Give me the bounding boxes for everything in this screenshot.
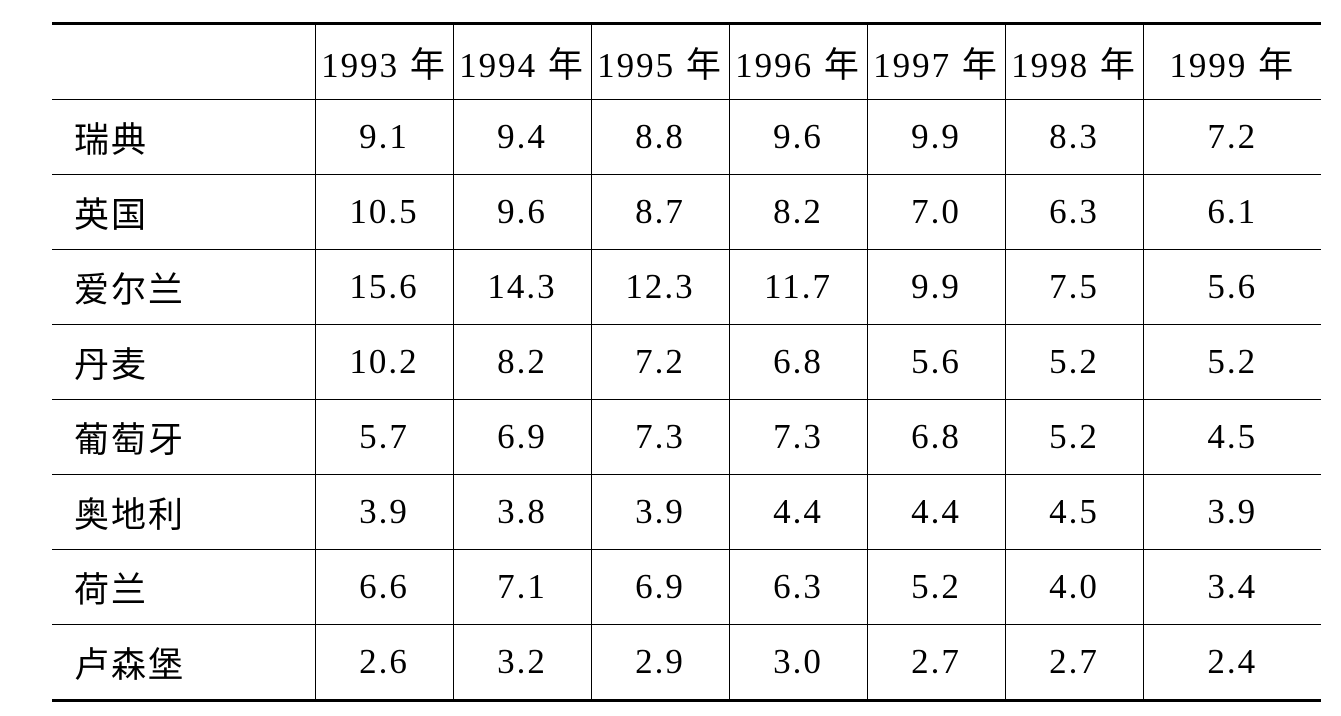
table-cell: 7.3 bbox=[590, 399, 730, 475]
column-header: 1994 年 bbox=[452, 22, 592, 100]
table-cell: 6.1 bbox=[1142, 174, 1321, 250]
table-body: 瑞典 9.1 9.4 8.8 9.6 9.9 8.3 7.2 英国 10.5 9.6 8.7 8.2 7.… bbox=[52, 99, 1321, 702]
table-row: 瑞典 9.1 9.4 8.8 9.6 9.9 8.3 7.2 bbox=[52, 99, 1321, 175]
table-cell: 7.0 bbox=[866, 174, 1006, 250]
table-cell: 7.1 bbox=[452, 549, 592, 625]
table-cell: 12.3 bbox=[590, 249, 730, 325]
table-cell: 6.3 bbox=[1004, 174, 1144, 250]
table-cell: 3.8 bbox=[452, 474, 592, 550]
table-header: 1993 年 1994 年 1995 年 1996 年 1997 年 1998 年 1999… bbox=[52, 22, 1321, 100]
table-row: 奥地利 3.9 3.8 3.9 4.4 4.4 4.5 3.9 bbox=[52, 474, 1321, 550]
table-cell: 3.9 bbox=[590, 474, 730, 550]
table-cell: 6.8 bbox=[866, 399, 1006, 475]
table-cell: 8.2 bbox=[728, 174, 868, 250]
table-row: 英国 10.5 9.6 8.7 8.2 7.0 6.3 6.1 bbox=[52, 174, 1321, 250]
table-cell: 7.2 bbox=[1142, 99, 1321, 175]
table-cell: 9.6 bbox=[728, 99, 868, 175]
row-label: 丹麦 bbox=[52, 324, 316, 400]
table-row: 丹麦 10.2 8.2 7.2 6.8 5.6 5.2 5.2 bbox=[52, 324, 1321, 400]
table-cell: 3.9 bbox=[1142, 474, 1321, 550]
table-cell: 8.3 bbox=[1004, 99, 1144, 175]
table-cell: 10.5 bbox=[314, 174, 454, 250]
table-cell: 5.2 bbox=[1142, 324, 1321, 400]
table-cell: 9.9 bbox=[866, 249, 1006, 325]
table-cell: 2.7 bbox=[866, 624, 1006, 702]
row-label: 葡萄牙 bbox=[52, 399, 316, 475]
table-cell: 7.2 bbox=[590, 324, 730, 400]
data-table: 1993 年 1994 年 1995 年 1996 年 1997 年 1998 年 1999… bbox=[52, 22, 1321, 702]
table-cell: 8.8 bbox=[590, 99, 730, 175]
column-header: 1995 年 bbox=[590, 22, 730, 100]
header-row: 1993 年 1994 年 1995 年 1996 年 1997 年 1998 年 1999… bbox=[52, 22, 1321, 100]
table-row: 卢森堡 2.6 3.2 2.9 3.0 2.7 2.7 2.4 bbox=[52, 624, 1321, 702]
table-cell: 9.9 bbox=[866, 99, 1006, 175]
table-row: 爱尔兰 15.6 14.3 12.3 11.7 9.9 7.5 5.6 bbox=[52, 249, 1321, 325]
table-cell: 4.4 bbox=[728, 474, 868, 550]
table-cell: 11.7 bbox=[728, 249, 868, 325]
corner-cell bbox=[52, 22, 316, 100]
table-cell: 3.4 bbox=[1142, 549, 1321, 625]
row-label: 爱尔兰 bbox=[52, 249, 316, 325]
table-cell: 7.5 bbox=[1004, 249, 1144, 325]
table-row: 葡萄牙 5.7 6.9 7.3 7.3 6.8 5.2 4.5 bbox=[52, 399, 1321, 475]
column-header: 1999 年 bbox=[1142, 22, 1321, 100]
column-header: 1993 年 bbox=[314, 22, 454, 100]
table-cell: 10.2 bbox=[314, 324, 454, 400]
table-cell: 6.9 bbox=[590, 549, 730, 625]
column-header: 1997 年 bbox=[866, 22, 1006, 100]
table-cell: 6.9 bbox=[452, 399, 592, 475]
table-cell: 2.7 bbox=[1004, 624, 1144, 702]
table-cell: 9.4 bbox=[452, 99, 592, 175]
table-cell: 5.2 bbox=[866, 549, 1006, 625]
table-cell: 3.9 bbox=[314, 474, 454, 550]
table-cell: 8.2 bbox=[452, 324, 592, 400]
table-cell: 9.6 bbox=[452, 174, 592, 250]
row-label: 瑞典 bbox=[52, 99, 316, 175]
table-cell: 2.9 bbox=[590, 624, 730, 702]
table-cell: 2.6 bbox=[314, 624, 454, 702]
table-cell: 4.5 bbox=[1142, 399, 1321, 475]
table-cell: 5.6 bbox=[1142, 249, 1321, 325]
row-label: 卢森堡 bbox=[52, 624, 316, 702]
table-cell: 4.4 bbox=[866, 474, 1006, 550]
table-cell: 2.4 bbox=[1142, 624, 1321, 702]
table-cell: 9.1 bbox=[314, 99, 454, 175]
column-header: 1998 年 bbox=[1004, 22, 1144, 100]
table-cell: 15.6 bbox=[314, 249, 454, 325]
column-header: 1996 年 bbox=[728, 22, 868, 100]
table-cell: 5.6 bbox=[866, 324, 1006, 400]
table-cell: 4.5 bbox=[1004, 474, 1144, 550]
table-cell: 4.0 bbox=[1004, 549, 1144, 625]
table-row: 荷兰 6.6 7.1 6.9 6.3 5.2 4.0 3.4 bbox=[52, 549, 1321, 625]
table-cell: 6.6 bbox=[314, 549, 454, 625]
table-cell: 8.7 bbox=[590, 174, 730, 250]
table-cell: 6.3 bbox=[728, 549, 868, 625]
row-label: 英国 bbox=[52, 174, 316, 250]
table-cell: 6.8 bbox=[728, 324, 868, 400]
table-cell: 5.7 bbox=[314, 399, 454, 475]
table-cell: 3.0 bbox=[728, 624, 868, 702]
table-cell: 3.2 bbox=[452, 624, 592, 702]
row-label: 奥地利 bbox=[52, 474, 316, 550]
table-cell: 5.2 bbox=[1004, 399, 1144, 475]
table-cell: 5.2 bbox=[1004, 324, 1144, 400]
table-cell: 14.3 bbox=[452, 249, 592, 325]
table-cell: 7.3 bbox=[728, 399, 868, 475]
row-label: 荷兰 bbox=[52, 549, 316, 625]
